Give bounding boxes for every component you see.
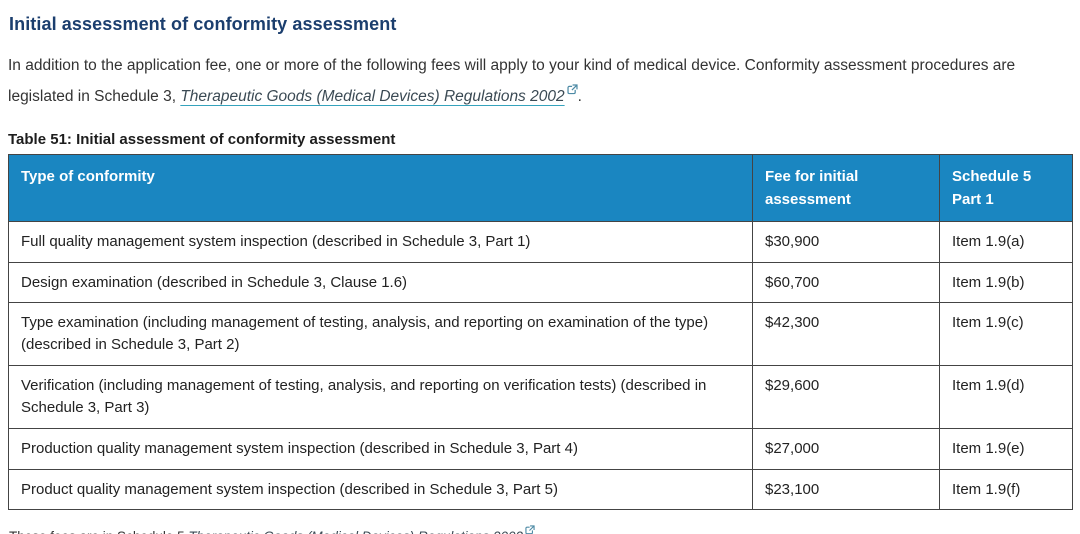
regulations-link-footer[interactable]: Therapeutic Goods (Medical Devices) Regu…: [188, 525, 535, 534]
cell-fee: $30,900: [752, 221, 940, 263]
cell-item: Item 1.9(f): [939, 468, 1073, 510]
table-row: Verification (including management of te…: [8, 365, 1073, 429]
table-row: Type examination (including management o…: [8, 302, 1073, 366]
intro-text: In addition to the application fee, one …: [8, 57, 1016, 105]
external-link-icon: [567, 78, 578, 103]
regulations-link-footer-label: Therapeutic Goods (Medical Devices) Regu…: [188, 529, 523, 534]
cell-item: Item 1.9(b): [939, 261, 1073, 303]
table-caption: Table 51: Initial assessment of conformi…: [8, 131, 396, 148]
footnote-text: These fees are in Schedule 5: [9, 529, 188, 534]
cell-item: Item 1.9(c): [939, 302, 1073, 366]
regulations-link-label: Therapeutic Goods (Medical Devices) Regu…: [180, 88, 565, 105]
cell-item: Item 1.9(e): [939, 428, 1073, 470]
cell-type: Product quality management system inspec…: [8, 468, 753, 510]
cell-item: Item 1.9(a): [939, 221, 1073, 263]
page-title: Initial assessment of conformity assessm…: [9, 14, 397, 34]
fees-table: Type of conformity Fee for initial asses…: [8, 154, 1073, 510]
cell-item: Item 1.9(d): [939, 365, 1073, 429]
table-row: Product quality management system inspec…: [8, 468, 1073, 510]
cell-fee: $60,700: [752, 261, 940, 303]
cell-fee: $23,100: [752, 468, 940, 510]
intro-text-after: .: [577, 88, 582, 105]
cell-fee: $29,600: [752, 365, 940, 429]
col-header-fee: Fee for initial assessment: [752, 154, 940, 222]
external-link-icon: [525, 521, 535, 534]
regulations-link[interactable]: Therapeutic Goods (Medical Devices) Regu…: [180, 84, 578, 105]
footnote: These fees are in Schedule 5 Therapeutic…: [9, 521, 1072, 534]
cell-type: Type examination (including management o…: [8, 302, 753, 366]
table-header-row: Type of conformity Fee for initial asses…: [8, 154, 1073, 222]
cell-type: Design examination (described in Schedul…: [8, 261, 753, 303]
cell-type: Verification (including management of te…: [8, 365, 753, 429]
cell-type: Production quality management system ins…: [8, 428, 753, 470]
cell-type: Full quality management system inspectio…: [8, 221, 753, 263]
col-header-schedule: Schedule 5 Part 1: [939, 154, 1073, 222]
cell-fee: $42,300: [752, 302, 940, 366]
col-header-type: Type of conformity: [8, 154, 753, 222]
table-row: Full quality management system inspectio…: [8, 221, 1073, 263]
table-row: Production quality management system ins…: [8, 428, 1073, 470]
cell-fee: $27,000: [752, 428, 940, 470]
table-row: Design examination (described in Schedul…: [8, 261, 1073, 303]
intro-paragraph: In addition to the application fee, one …: [8, 53, 1038, 109]
